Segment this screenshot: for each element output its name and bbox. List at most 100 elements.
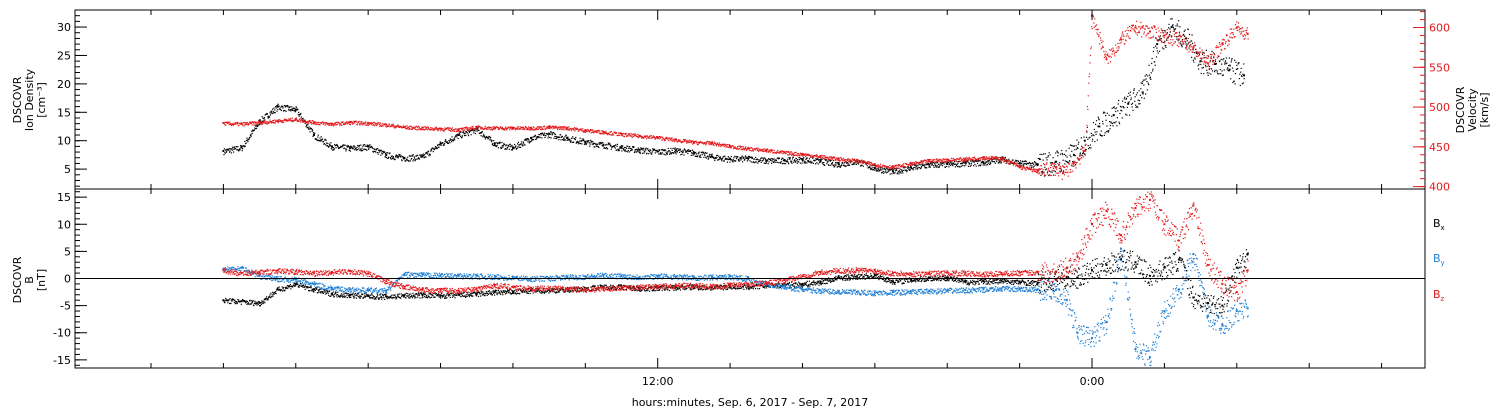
velocity-series-trace-dot	[229, 123, 232, 126]
ion-density-series-trace-dot	[765, 162, 768, 164]
ion-density-series-trace-dot	[1178, 31, 1181, 33]
ion-density-series-trace-dot	[923, 166, 926, 168]
velocity-series-trace-dot	[1238, 26, 1240, 29]
ion-density-series-trace-dot	[807, 160, 810, 162]
ion-density-series-trace-dot	[307, 124, 309, 126]
velocity-series-trace-dot	[750, 147, 752, 149]
ion-density-series-trace-dot	[482, 136, 484, 138]
ion-density-series-trace-dot	[933, 165, 935, 167]
velocity-series-trace-dot	[578, 129, 580, 131]
velocity-series-trace-dot	[588, 130, 590, 132]
ion-density-series-trace-dot	[488, 135, 490, 138]
velocity-series-trace-dot	[285, 120, 287, 122]
ion-density-series-trace-dot	[483, 135, 485, 137]
velocity-series-trace-dot	[271, 121, 273, 124]
ion-density-series-trace-dot	[361, 149, 363, 151]
velocity-series-trace-dot	[424, 129, 426, 131]
velocity-series-trace-dot	[760, 150, 762, 152]
velocity-series-trace-dot	[1181, 41, 1184, 43]
ion-density-series-trace-dot	[1207, 74, 1209, 77]
velocity-series-trace-dot	[1052, 167, 1055, 170]
ion-density-series-trace-dot	[965, 162, 967, 164]
ion-density-series-trace-dot	[1020, 162, 1022, 164]
velocity-series-trace-dot	[594, 130, 596, 132]
ion-density-series-trace-dot	[325, 142, 328, 144]
ion-density-series-trace-dot	[686, 150, 688, 152]
ion-density-series-trace-dot	[581, 143, 583, 145]
ion-density-series-trace-dot	[423, 157, 425, 159]
ion-density-series-trace-dot	[842, 162, 844, 164]
ion-density-series-trace-dot	[1150, 72, 1152, 74]
velocity-series-trace-dot	[933, 158, 935, 161]
ion-density-series-trace-dot	[239, 148, 241, 150]
ion-density-series-trace-dot	[1108, 114, 1110, 116]
ion-density-series-trace-dot	[548, 133, 550, 135]
velocity-series-trace-dot	[1041, 167, 1043, 170]
ion-density-series-trace-dot	[756, 158, 758, 160]
velocity-series-trace-dot	[229, 121, 231, 123]
velocity-series-trace-dot	[1203, 63, 1205, 65]
ion-density-series-trace-dot	[458, 132, 460, 134]
ion-density-series-trace-dot	[1212, 61, 1214, 63]
velocity-series-trace-dot	[717, 143, 719, 146]
ion-density-series-trace-dot	[755, 161, 758, 163]
velocity-series-trace-dot	[670, 138, 672, 140]
velocity-series-trace-dot	[661, 139, 663, 141]
ion-density-series-point	[493, 142, 496, 145]
velocity-series-trace-dot	[328, 124, 330, 126]
ion-density-series-trace-dot	[1090, 147, 1092, 149]
velocity-series-trace-dot	[847, 158, 849, 160]
ion-density-series-trace-dot	[746, 156, 748, 158]
velocity-series-trace-dot	[727, 146, 729, 148]
ion-density-series-trace-dot	[977, 160, 979, 162]
velocity-series-trace-dot	[1056, 172, 1059, 174]
ion-density-series-trace-dot	[335, 144, 338, 146]
ion-density-series-trace-dot	[844, 162, 846, 164]
velocity-series-trace-dot	[1172, 39, 1174, 41]
ion-density-series-trace-dot	[563, 137, 565, 139]
ion-density-series-trace-dot	[426, 151, 428, 153]
velocity-series-trace-dot	[272, 120, 274, 122]
velocity-series-trace-dot	[1141, 36, 1143, 38]
velocity-series-trace-dot	[667, 137, 669, 140]
velocity-series-trace-dot	[927, 159, 929, 161]
ion-density-series-trace-dot	[1155, 56, 1158, 58]
ion-density-series-trace-dot	[770, 159, 772, 162]
ion-density-series-trace-dot	[1130, 97, 1132, 99]
ion-density-series-trace-dot	[838, 161, 840, 164]
density-tick-label: 30	[57, 21, 71, 34]
ion-density-series-trace-dot	[791, 162, 793, 164]
ion-density-series-trace-dot	[594, 146, 596, 148]
ion-density-series-trace-dot	[716, 154, 718, 156]
velocity-series-trace-dot	[555, 127, 557, 129]
ion-density-series-trace-dot	[817, 163, 819, 165]
ion-density-series-trace-dot	[903, 166, 906, 169]
ion-density-series-trace-dot	[772, 159, 774, 161]
velocity-series-trace-dot	[1185, 48, 1187, 50]
velocity-series-trace-dot	[523, 129, 525, 131]
ion-density-series-trace-dot	[403, 157, 405, 159]
velocity-series-trace-dot	[898, 164, 900, 166]
velocity-series-trace-dot	[606, 133, 609, 136]
velocity-series-trace-dot	[507, 128, 509, 130]
ion-density-series-trace-dot	[817, 158, 819, 160]
ion-density-series-trace-dot	[571, 141, 573, 143]
ion-density-series-trace-dot	[798, 156, 800, 159]
ion-density-series-trace-dot	[1103, 111, 1105, 113]
ion-density-series-trace-dot	[1183, 34, 1185, 36]
velocity-series-trace-dot	[263, 120, 265, 122]
velocity-series-trace-dot	[971, 157, 973, 159]
ion-density-series-trace-dot	[235, 148, 237, 150]
velocity-series-trace-dot	[1003, 157, 1006, 159]
velocity-series-trace-dot	[1246, 27, 1248, 29]
ion-density-series-trace-dot	[616, 149, 618, 151]
ion-density-series-trace-dot	[277, 103, 279, 105]
velocity-series-trace-dot	[1120, 41, 1122, 43]
ion-density-series-point	[964, 161, 967, 164]
velocity-series-trace-dot	[512, 128, 514, 130]
ion-density-series-trace-dot	[880, 172, 883, 174]
velocity-series-trace-dot	[344, 123, 346, 125]
velocity-series-trace-dot	[586, 129, 588, 131]
ion-density-series-trace-dot	[1142, 93, 1144, 95]
density-tick-label: 15	[57, 106, 71, 119]
